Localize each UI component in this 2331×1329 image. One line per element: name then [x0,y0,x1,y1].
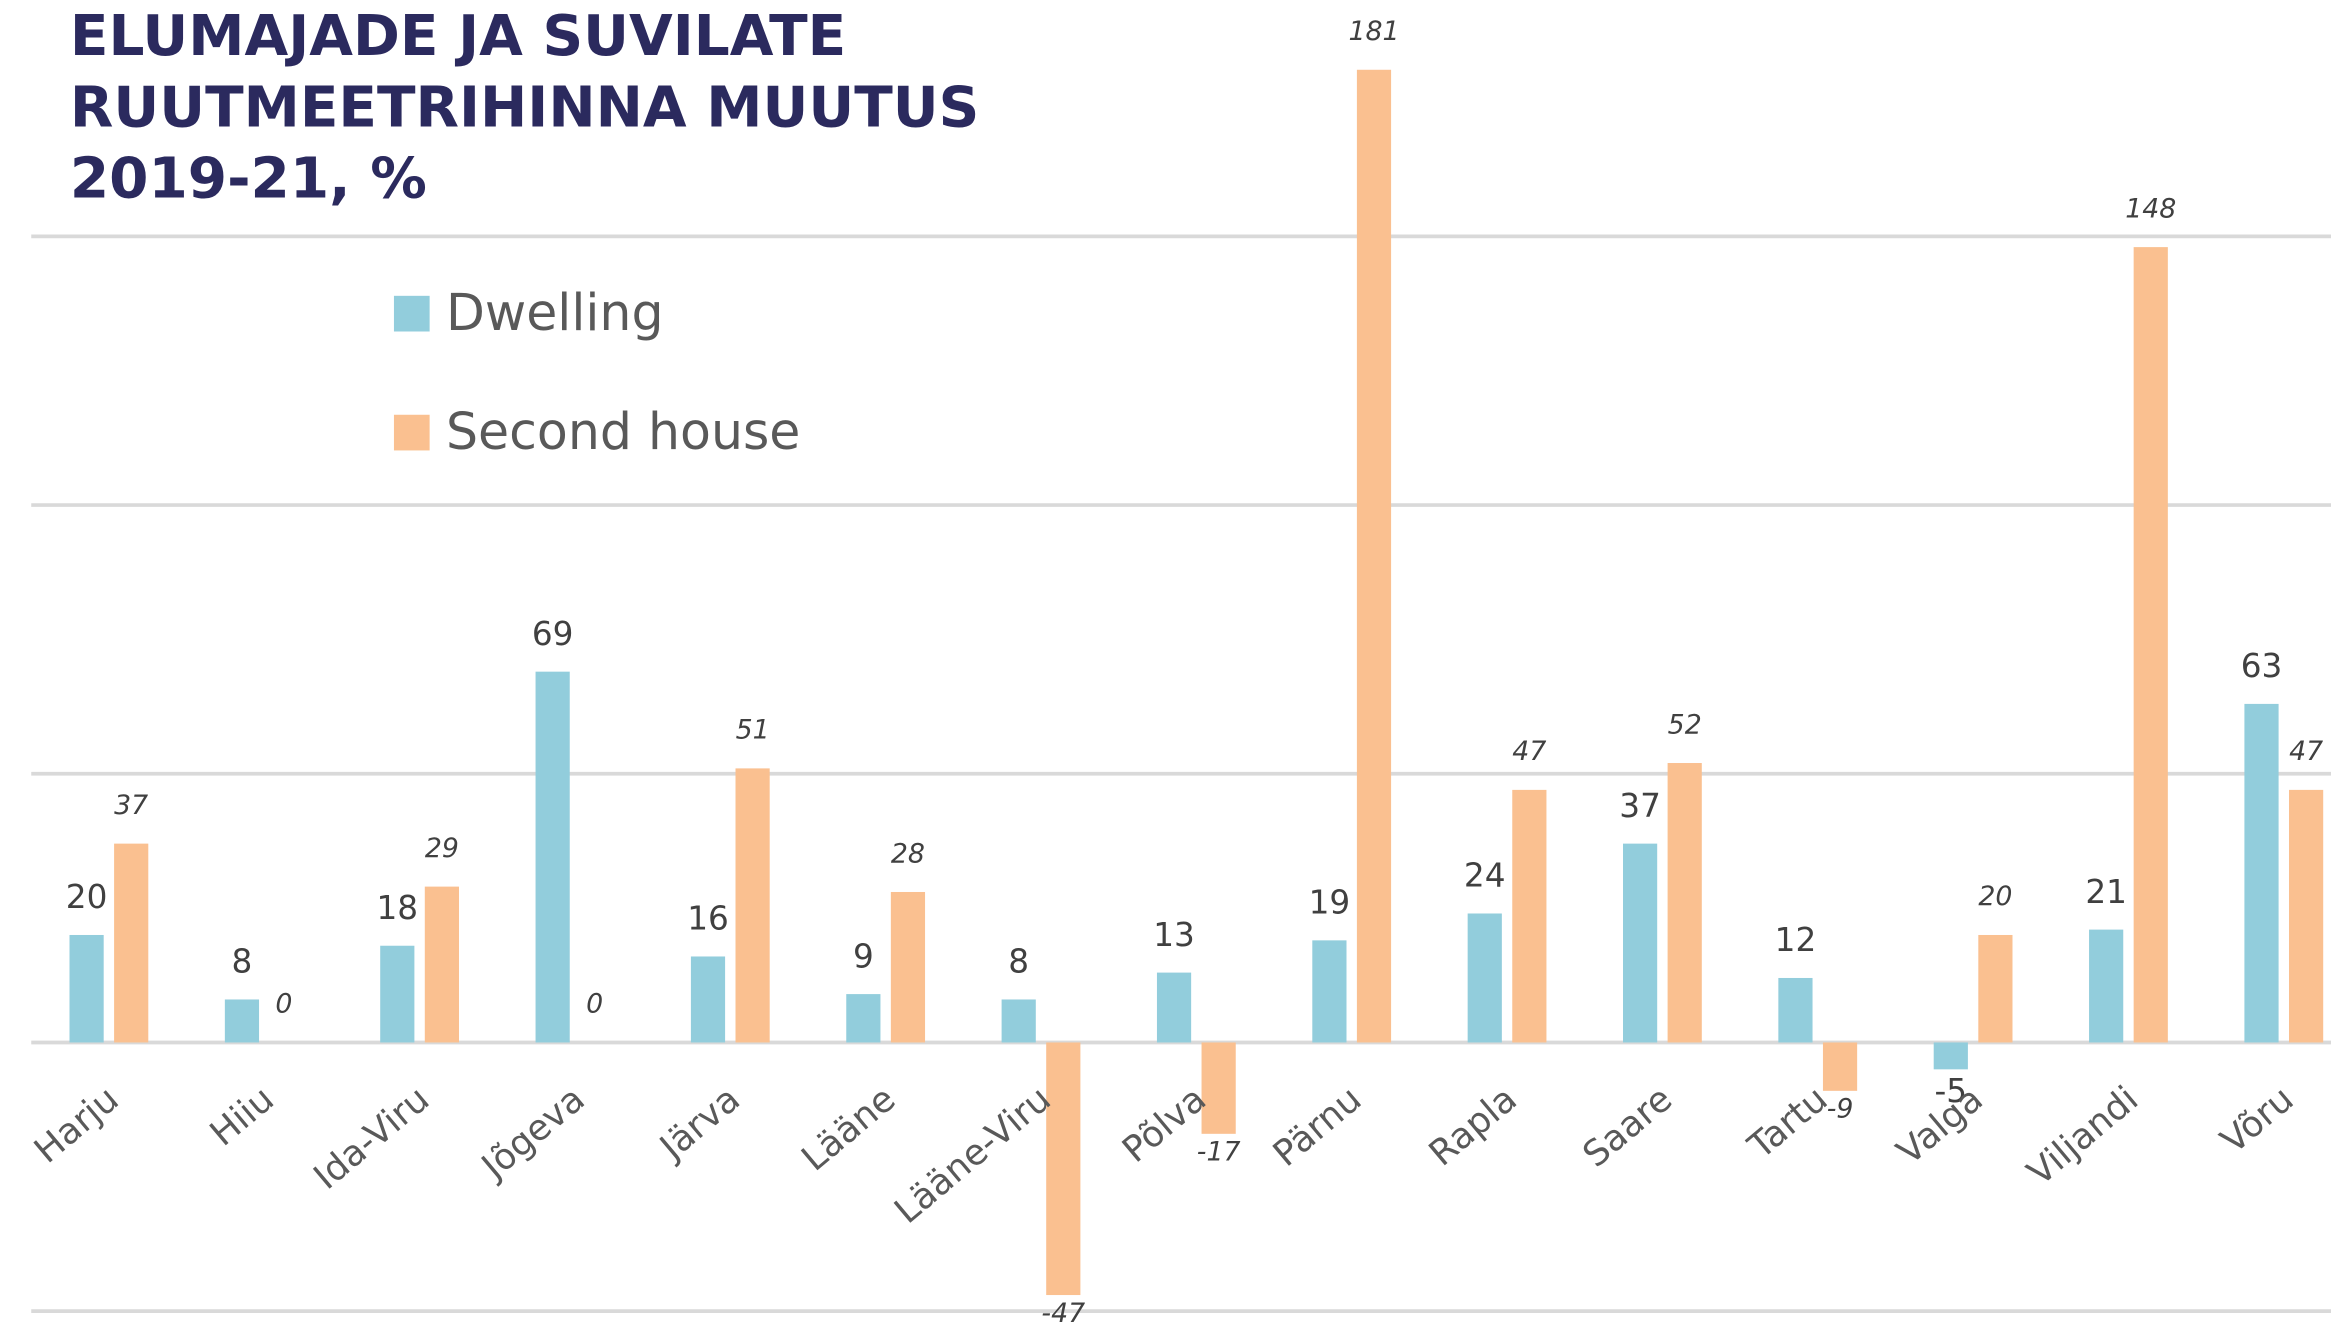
bar [735,768,770,1043]
data-label: 148 [2125,193,2176,224]
legend-swatch [393,295,430,332]
data-label: 18 [376,889,418,927]
data-label: 69 [532,615,574,653]
bar [1933,1042,1968,1070]
bar [380,945,415,1043]
data-label: 47 [1512,736,1546,767]
data-label: 181 [1348,16,1399,47]
bar [1822,1042,1858,1091]
bar [2089,929,2124,1043]
data-label: -47 [1041,1298,1085,1329]
data-label: 16 [687,900,729,938]
bar [224,999,260,1043]
data-label: 8 [1008,943,1029,981]
bar [1356,69,1392,1043]
chart-title: 2019-21, % [70,147,427,212]
bar [1623,843,1658,1043]
bar [1201,1042,1236,1134]
chart-title: ELUMAJADE JA SUVILATE [70,4,846,69]
bar [690,956,726,1043]
legend-swatch [393,414,430,451]
data-label: 13 [1153,916,1195,954]
data-label: 0 [275,989,292,1020]
bar [846,994,881,1043]
bar [1156,972,1192,1043]
data-label: 28 [891,838,925,869]
bar [890,891,926,1043]
data-label: 20 [1978,881,2012,912]
bar [1512,789,1547,1043]
legend-label: Second house [446,402,800,461]
data-label: -17 [1197,1137,1241,1168]
data-label: 63 [2241,647,2283,685]
bar [2133,247,2168,1043]
data-label: 12 [1775,921,1817,959]
data-label: 8 [232,943,253,981]
data-label: 19 [1309,884,1351,922]
data-label: 52 [1668,709,1702,740]
data-label: 37 [114,790,148,821]
bar [1667,763,1702,1043]
data-label: 24 [1464,857,1506,895]
data-label: 20 [66,878,108,916]
chart-title: RUUTMEETRIHINNA MUUTUS [70,75,979,140]
data-label: 0 [586,989,603,1020]
data-label: 9 [853,937,874,975]
data-label: -9 [1827,1094,1854,1125]
data-label: 47 [2289,736,2323,767]
bar [1001,999,1036,1043]
data-label: 37 [1619,787,1661,825]
bar [1978,934,2013,1043]
data-label: 21 [2085,873,2127,911]
bar [2289,789,2324,1043]
data-label: 51 [736,715,770,746]
data-label: 29 [425,833,459,864]
bar [69,934,104,1043]
bar [1312,940,1347,1043]
bar [1046,1042,1081,1296]
bar [535,671,570,1043]
legend-label: Dwelling [446,283,664,342]
bar [2244,703,2279,1043]
data-label: -5 [1935,1072,1968,1110]
bar [1778,977,1813,1043]
bar [424,886,459,1043]
bar [1467,913,1502,1043]
bar [114,843,149,1043]
